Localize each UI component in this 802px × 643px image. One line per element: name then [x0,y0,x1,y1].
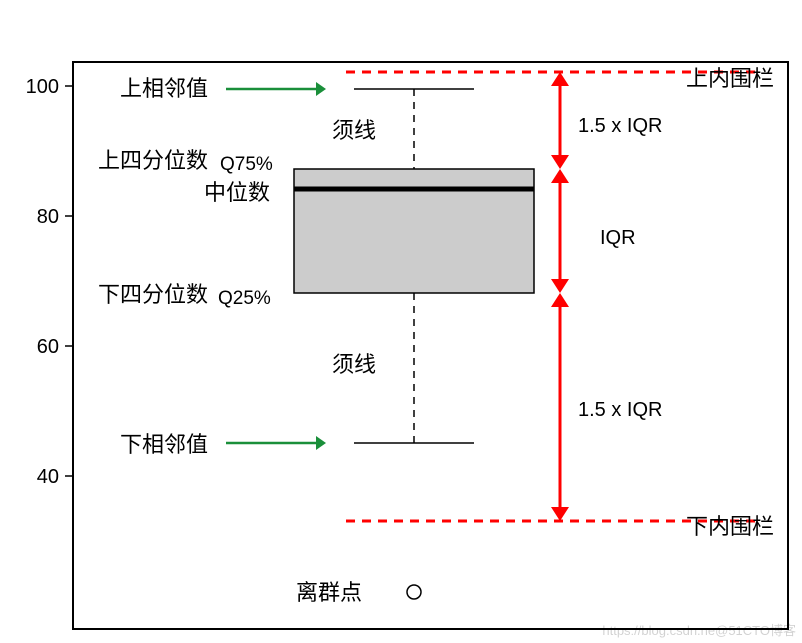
svg-text:80: 80 [37,206,59,228]
svg-text:IQR: IQR [600,227,636,249]
svg-text:上相邻值: 上相邻值 [120,76,208,101]
svg-text:须线: 须线 [332,118,376,143]
diagram-svg: 100806040上相邻值须线上四分位数Q75%中位数下四分位数Q25%须线下相… [0,0,802,643]
svg-text:Q25%: Q25% [218,288,271,309]
svg-text:中位数: 中位数 [204,180,270,205]
svg-text:60: 60 [37,336,59,358]
svg-text:离群点: 离群点 [296,580,362,605]
svg-text:1.5 x IQR: 1.5 x IQR [578,115,662,137]
svg-text:Q75%: Q75% [220,154,273,175]
svg-text:下内围栏: 下内围栏 [686,514,774,539]
svg-text:1.5 x IQR: 1.5 x IQR [578,399,662,421]
svg-text:上内围栏: 上内围栏 [686,66,774,91]
boxplot-diagram: 100806040上相邻值须线上四分位数Q75%中位数下四分位数Q25%须线下相… [0,0,802,643]
svg-text:下四分位数: 下四分位数 [98,282,208,307]
svg-text:须线: 须线 [332,352,376,377]
svg-text:上四分位数: 上四分位数 [98,148,208,173]
svg-text:下相邻值: 下相邻值 [120,432,208,457]
svg-text:100: 100 [26,76,59,98]
svg-text:40: 40 [37,466,59,488]
